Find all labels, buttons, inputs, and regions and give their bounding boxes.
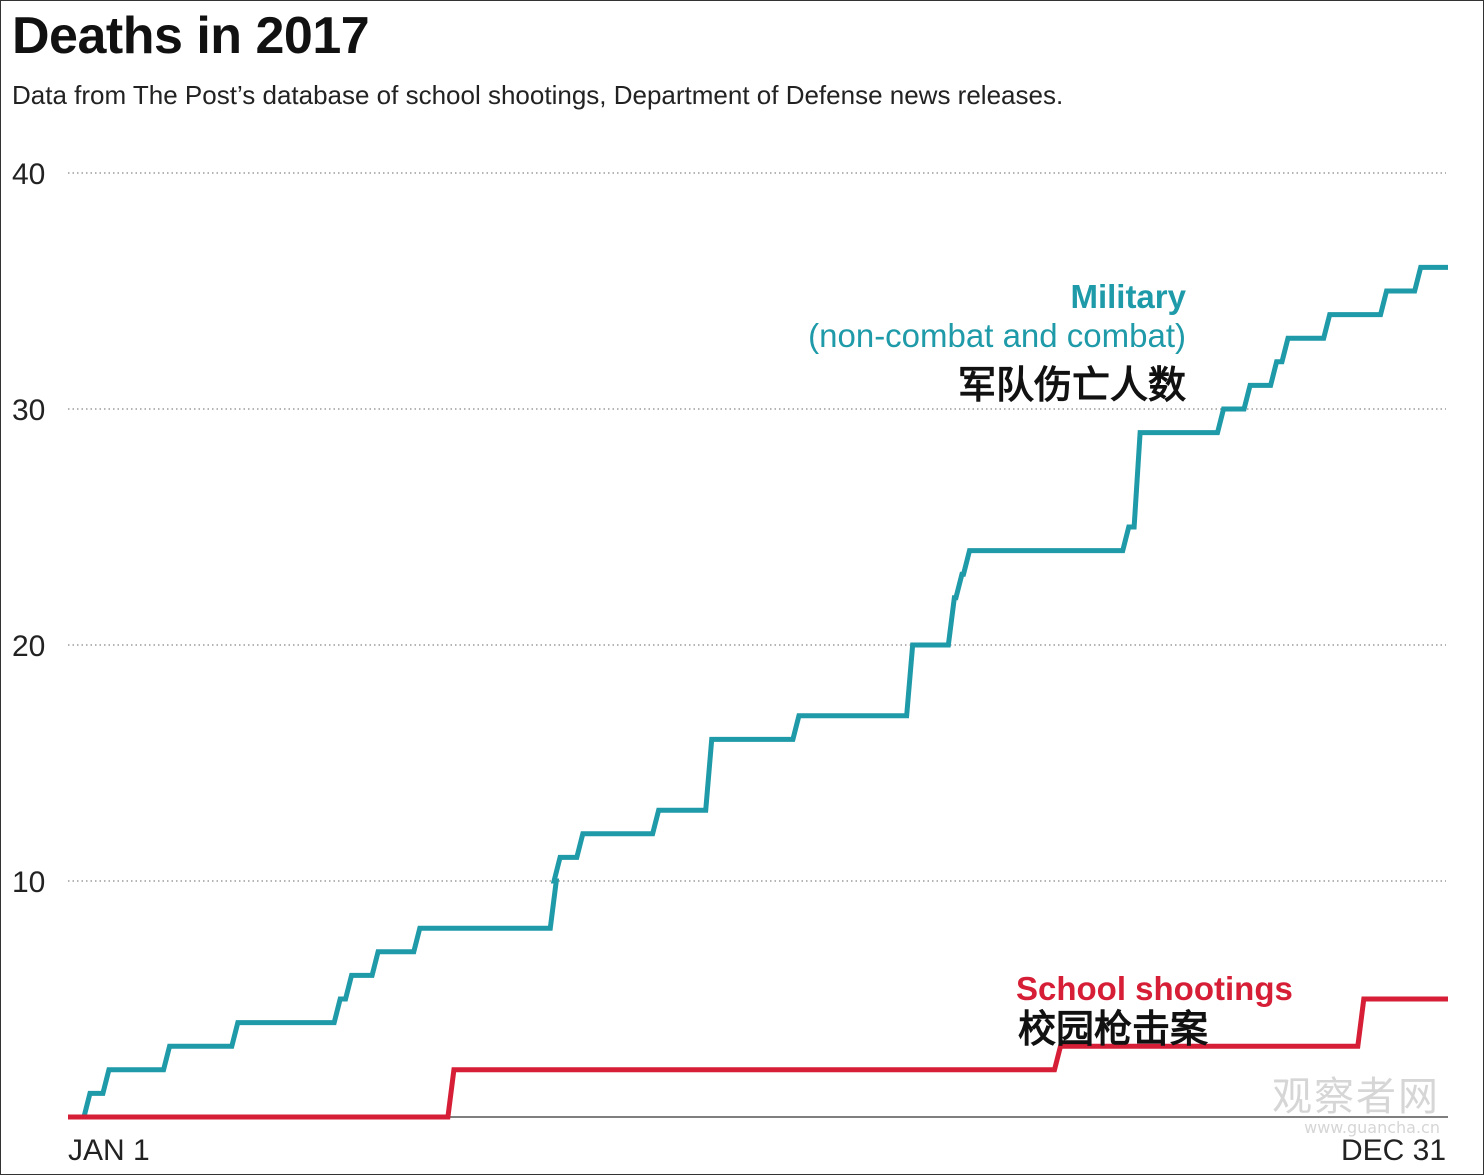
- military-sublabel: (non-combat and combat): [808, 317, 1186, 354]
- y-tick-label-10: 10: [12, 866, 45, 899]
- chart-title: Deaths in 2017: [12, 7, 370, 65]
- watermark: 观察者网 www.guancha.cn: [1272, 1064, 1440, 1137]
- y-tick-label-20: 20: [12, 630, 45, 663]
- x-tick-label-start: JAN 1: [68, 1134, 150, 1167]
- chart-subtitle: Data from The Post’s database of school …: [12, 80, 1064, 110]
- military-label-cn: 军队伤亡人数: [958, 362, 1186, 407]
- school-shootings-label: School shootings: [1016, 970, 1293, 1007]
- series-line-military: [68, 264, 1448, 1120]
- x-tick-label-end: DEC 31: [1341, 1134, 1446, 1167]
- series-layer: [68, 264, 1448, 1120]
- y-tick-label-40: 40: [12, 158, 45, 191]
- watermark-url: www.guancha.cn: [1304, 1118, 1440, 1137]
- school-shootings-label-cn: 校园枪击案: [1018, 1006, 1209, 1051]
- watermark-text: 观察者网: [1272, 1074, 1440, 1120]
- label-layer: Military(non-combat and combat) 军队伤亡人数 Sch…: [808, 278, 1293, 1051]
- military-label: Military: [1070, 278, 1186, 315]
- y-tick-label-30: 30: [12, 394, 45, 427]
- grid-layer: 10 20 30 40 JAN 1 DEC 31: [12, 158, 1448, 1167]
- series-line-school-shootings: [68, 996, 1448, 1120]
